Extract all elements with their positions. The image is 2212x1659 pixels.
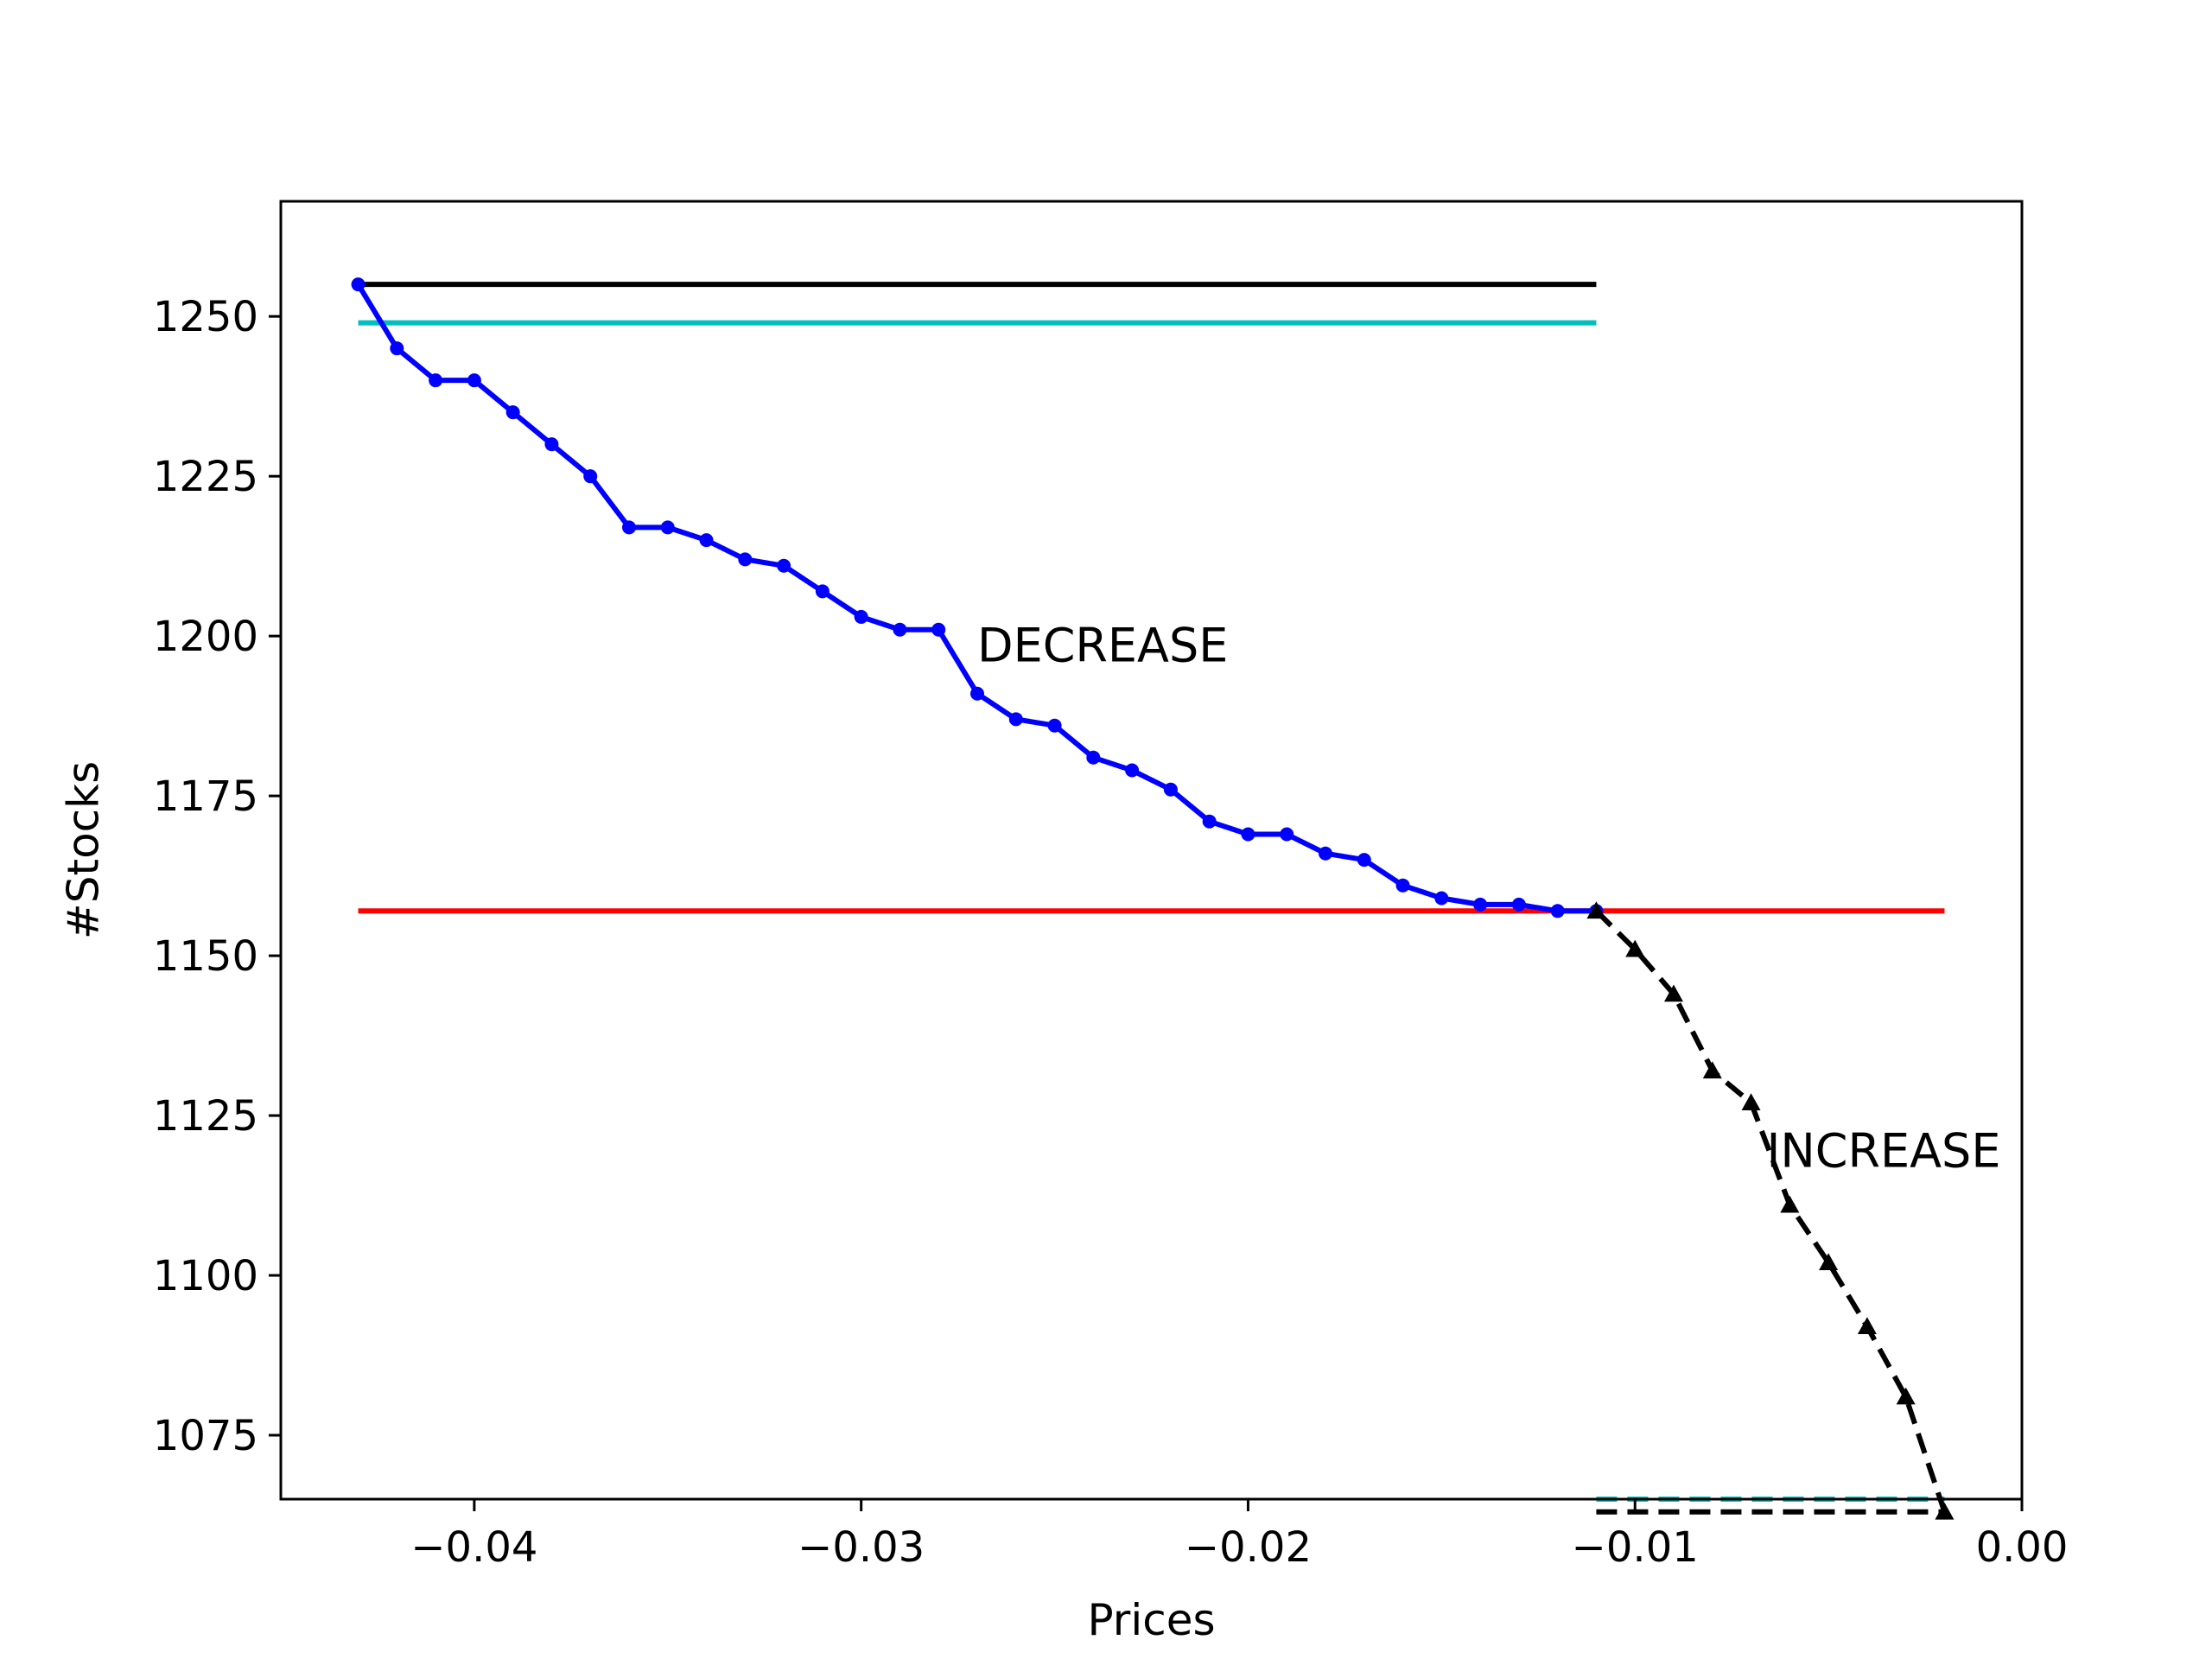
data-point-marker	[1280, 827, 1294, 842]
data-point-marker	[1125, 763, 1140, 778]
annotations: DECREASE INCREASE	[977, 619, 2000, 1179]
x-tick-label: −0.04	[410, 1523, 537, 1572]
data-point-marker	[1511, 897, 1526, 912]
data-point-marker	[1625, 939, 1645, 957]
y-tick-label: 1175	[153, 772, 258, 821]
y-tick-label: 1250	[153, 293, 258, 341]
data-point-marker	[1434, 891, 1449, 906]
data-point-marker	[1357, 853, 1371, 868]
data-point-marker	[351, 277, 365, 292]
plot-area-frame	[279, 200, 2024, 1501]
axis-ticks: −0.04 −0.03 −0.02 −0.01 0.00 1075 1100 1125 1150…	[153, 293, 2069, 1572]
data-point-marker	[777, 558, 791, 573]
data-point-marker	[1319, 846, 1332, 861]
data-point-marker	[1550, 904, 1565, 918]
data-point-marker	[429, 373, 443, 388]
data-point-marker	[660, 520, 675, 535]
annotation-label: INCREASE	[1766, 1123, 2000, 1178]
data-point-marker	[1202, 814, 1217, 829]
data-point-marker	[544, 437, 559, 452]
x-tick-label: 0.00	[1976, 1523, 2069, 1572]
data-point-marker	[1047, 718, 1062, 733]
data-series	[351, 277, 1955, 1520]
data-point-marker	[622, 520, 636, 535]
data-point-marker	[854, 609, 868, 624]
data-point-marker	[699, 533, 714, 548]
x-axis-label: Prices	[1087, 1595, 1215, 1645]
data-point-marker	[970, 686, 984, 701]
data-point-marker	[738, 552, 753, 567]
data-point-marker	[1819, 1253, 1839, 1271]
data-point-marker	[467, 373, 481, 388]
data-point-marker	[390, 341, 404, 356]
data-point-marker	[1664, 984, 1683, 1002]
data-point-marker	[1857, 1317, 1877, 1335]
data-point-marker	[1008, 712, 1023, 727]
series-line	[1594, 909, 1948, 1513]
y-tick-label: 1100	[153, 1252, 258, 1300]
y-tick-label: 1225	[153, 453, 258, 501]
data-point-marker	[815, 584, 830, 599]
data-point-marker	[1780, 1195, 1800, 1213]
y-axis-label: #Stocks	[59, 761, 109, 939]
data-point-marker	[1896, 1387, 1916, 1405]
data-point-marker	[1702, 1061, 1722, 1079]
data-point-marker	[1473, 897, 1488, 912]
x-tick-label: −0.02	[1185, 1523, 1312, 1572]
annotation-label: DECREASE	[977, 619, 1228, 673]
x-tick-label: −0.03	[798, 1523, 925, 1572]
data-point-marker	[1395, 878, 1410, 893]
y-tick-label: 1075	[153, 1412, 258, 1460]
data-point-marker	[893, 622, 907, 637]
data-point-marker	[505, 405, 520, 420]
y-tick-label: 1125	[153, 1092, 258, 1141]
data-point-marker	[1163, 782, 1178, 797]
data-point-marker	[1586, 901, 1606, 919]
y-tick-label: 1200	[153, 613, 258, 661]
x-tick-label: −0.01	[1572, 1523, 1699, 1572]
y-tick-label: 1150	[153, 932, 258, 981]
data-point-marker	[1741, 1093, 1761, 1111]
data-point-marker	[931, 622, 946, 637]
data-point-marker	[1086, 750, 1101, 765]
data-point-marker	[1935, 1502, 1955, 1520]
data-point-marker	[583, 469, 598, 484]
data-point-marker	[1241, 827, 1255, 842]
